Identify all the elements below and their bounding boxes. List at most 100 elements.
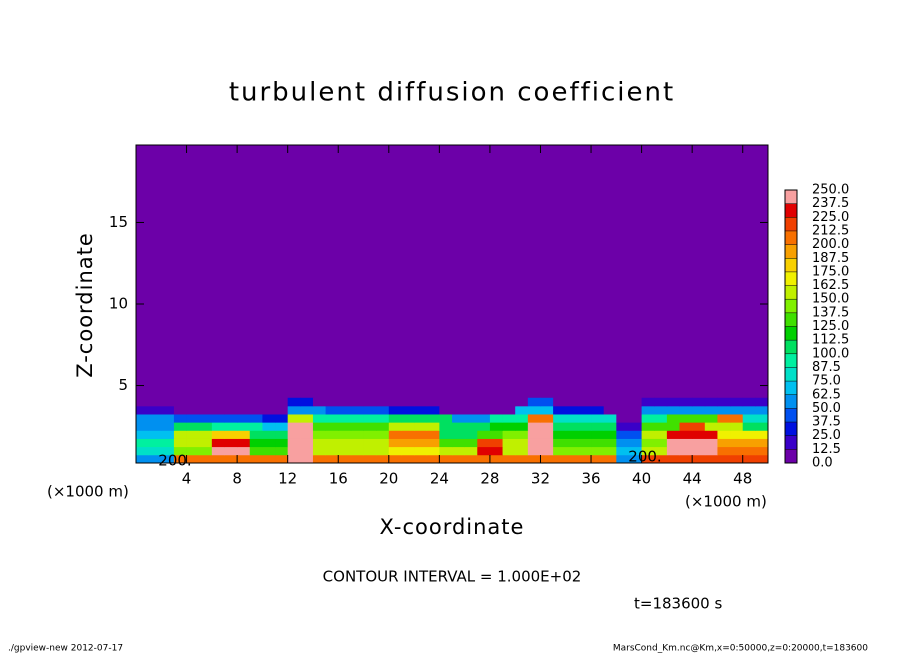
heat-cell [742,438,756,448]
colorbar-label: 212.5 [812,223,849,238]
heat-cell [376,414,390,423]
heat-cell [401,446,415,456]
colorbar-swatch [785,190,797,204]
heat-cell [173,454,187,464]
heat-cell [426,414,440,423]
heat-cell [704,430,718,439]
heat-cell [388,414,402,423]
heat-cell [199,414,213,423]
heat-cell [578,397,592,407]
heat-cell [692,405,706,415]
heat-cell [679,454,693,464]
heat-cell [338,405,352,415]
heat-cell [211,430,225,439]
heat-cell [540,414,554,423]
x-tick-label: 20 [379,470,398,488]
heat-cell [717,397,731,407]
contour-label: 200. [158,452,191,470]
heat-cell [161,414,175,423]
heat-cell [414,414,428,423]
colorbar-swatch [785,217,797,231]
heat-cell [578,430,592,439]
heat-cell [338,430,352,439]
heat-cell [679,430,693,439]
heat-cell [414,430,428,439]
heat-cell [224,438,238,448]
heat-cell [616,397,630,407]
heat-cell [742,446,756,456]
heat-cell [603,422,617,431]
heat-cell [489,414,503,423]
heat-cell [350,414,364,423]
heat-cell [376,438,390,448]
time-label: t=183600 s [634,595,722,613]
heat-cell [199,430,213,439]
heat-cell [439,397,453,407]
heat-cell [603,446,617,456]
heat-cell [565,414,579,423]
heat-cell [755,405,769,415]
heat-cell [502,446,516,456]
heat-cell [628,446,642,456]
heat-cell [237,446,251,456]
heat-cell [173,422,187,431]
heat-cell [186,446,200,456]
heat-cell [350,430,364,439]
heat-cell [527,430,541,439]
colorbar-label: 37.5 [812,415,841,430]
heat-cell [414,397,428,407]
heat-cell [224,397,238,407]
heat-cell [679,397,693,407]
heat-cell [426,422,440,431]
heat-cell [401,397,415,407]
contour-label: 200. [628,448,661,466]
heat-cell [464,405,478,415]
heat-cell [679,422,693,431]
heat-cell [414,446,428,456]
heat-cell [591,454,605,464]
heat-cell [654,405,668,415]
heat-cell [262,430,276,439]
heat-cell [452,422,466,431]
heat-cell [249,438,263,448]
heat-cell [173,397,187,407]
heat-cell [287,414,301,423]
heat-cell [363,397,377,407]
colorbar-swatch [785,312,797,327]
heat-cell [742,454,756,464]
heat-cell [363,422,377,431]
heat-cell [654,414,668,423]
heat-cell [515,446,529,456]
colorbar-swatch [785,203,797,218]
heat-cell [300,454,314,464]
colorbar-label: 125.0 [812,319,849,334]
heat-cell [717,438,731,448]
heat-cell [641,454,655,464]
heat-cell [591,438,605,448]
heat-cell [224,414,238,423]
heat-cell [426,397,440,407]
heat-cell [199,422,213,431]
heat-cell [439,430,453,439]
heat-cell [249,446,263,456]
heat-cell [452,438,466,448]
heat-cell [173,405,187,415]
heat-cell [237,414,251,423]
heat-cell [692,438,706,448]
heat-cell [515,414,529,423]
heat-cell [603,438,617,448]
heat-cell [565,438,579,448]
heat-cell [401,438,415,448]
colorbar-swatch [785,244,797,259]
heat-cell [578,405,592,415]
heat-cell [249,405,263,415]
colorbar-label: 200.0 [812,237,849,252]
heat-cell [350,405,364,415]
heat-cell [249,397,263,407]
colorbar-label: 87.5 [812,360,841,375]
heat-cell [237,397,251,407]
heat-cell [262,397,276,407]
heat-cell [755,438,769,448]
heat-cell [401,422,415,431]
heat-cell [376,430,390,439]
